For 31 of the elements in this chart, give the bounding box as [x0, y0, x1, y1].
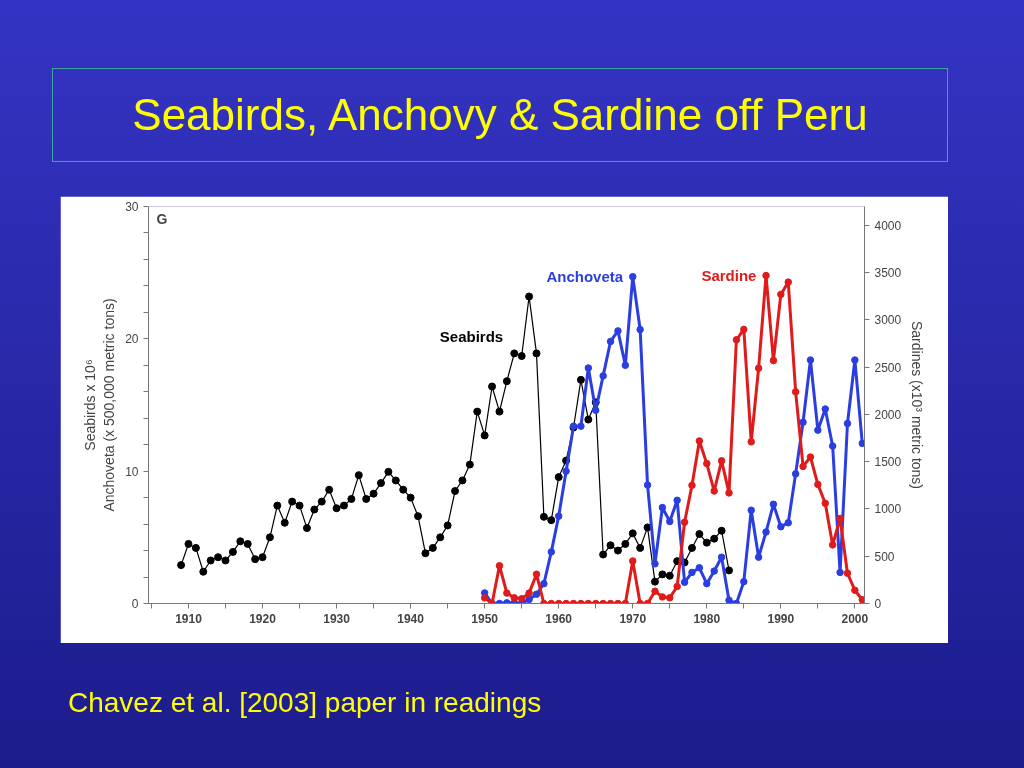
y2-axis-title: Sardines (x10³ metric tons): [909, 320, 926, 490]
series-label: Sardine: [701, 267, 757, 284]
y2-tick-label: 4000: [874, 218, 902, 233]
y2-tick-label: 1500: [874, 455, 902, 470]
x-tick-label: 1960: [545, 611, 573, 626]
x-tick-label: 1910: [175, 611, 203, 626]
y2-tick-label: 500: [874, 549, 895, 564]
x-tick-label: 1920: [249, 611, 277, 626]
x-tick-label: 2000: [841, 611, 869, 626]
x-tick-label: 1970: [619, 611, 647, 626]
y-tick-label: 20: [125, 332, 139, 347]
y-axis-title: Seabirds x 10⁶ Anchoveta (x 500,000 metric tons): [81, 298, 118, 512]
chart-title: Seabirds, Anchovy & Sardine off Peru: [132, 88, 868, 141]
y2-tick-label: 2500: [874, 360, 902, 375]
y2-tick-label: 3000: [874, 313, 902, 328]
x-tick-label: 1980: [693, 611, 721, 626]
y-tick-label: 30: [125, 200, 139, 214]
y-tick-label: 0: [131, 597, 139, 611]
text: Chavez et al. [2003] paper in readings: [68, 686, 542, 720]
y2-tick-label: 2000: [874, 407, 902, 422]
y2-tick-label: 1000: [874, 502, 902, 517]
series-label: Anchoveta: [546, 268, 624, 286]
series-label: Seabirds: [439, 327, 504, 345]
y-tick-label: 10: [125, 464, 139, 479]
x-tick-label: 1990: [767, 611, 795, 626]
y2-tick-label: 0: [874, 597, 882, 611]
x-tick-label: 1930: [323, 611, 351, 626]
x-tick-label: 1950: [471, 611, 499, 626]
x-tick-label: 1940: [397, 611, 425, 626]
annotation: G: [156, 210, 168, 227]
y2-tick-label: 3500: [874, 266, 902, 281]
